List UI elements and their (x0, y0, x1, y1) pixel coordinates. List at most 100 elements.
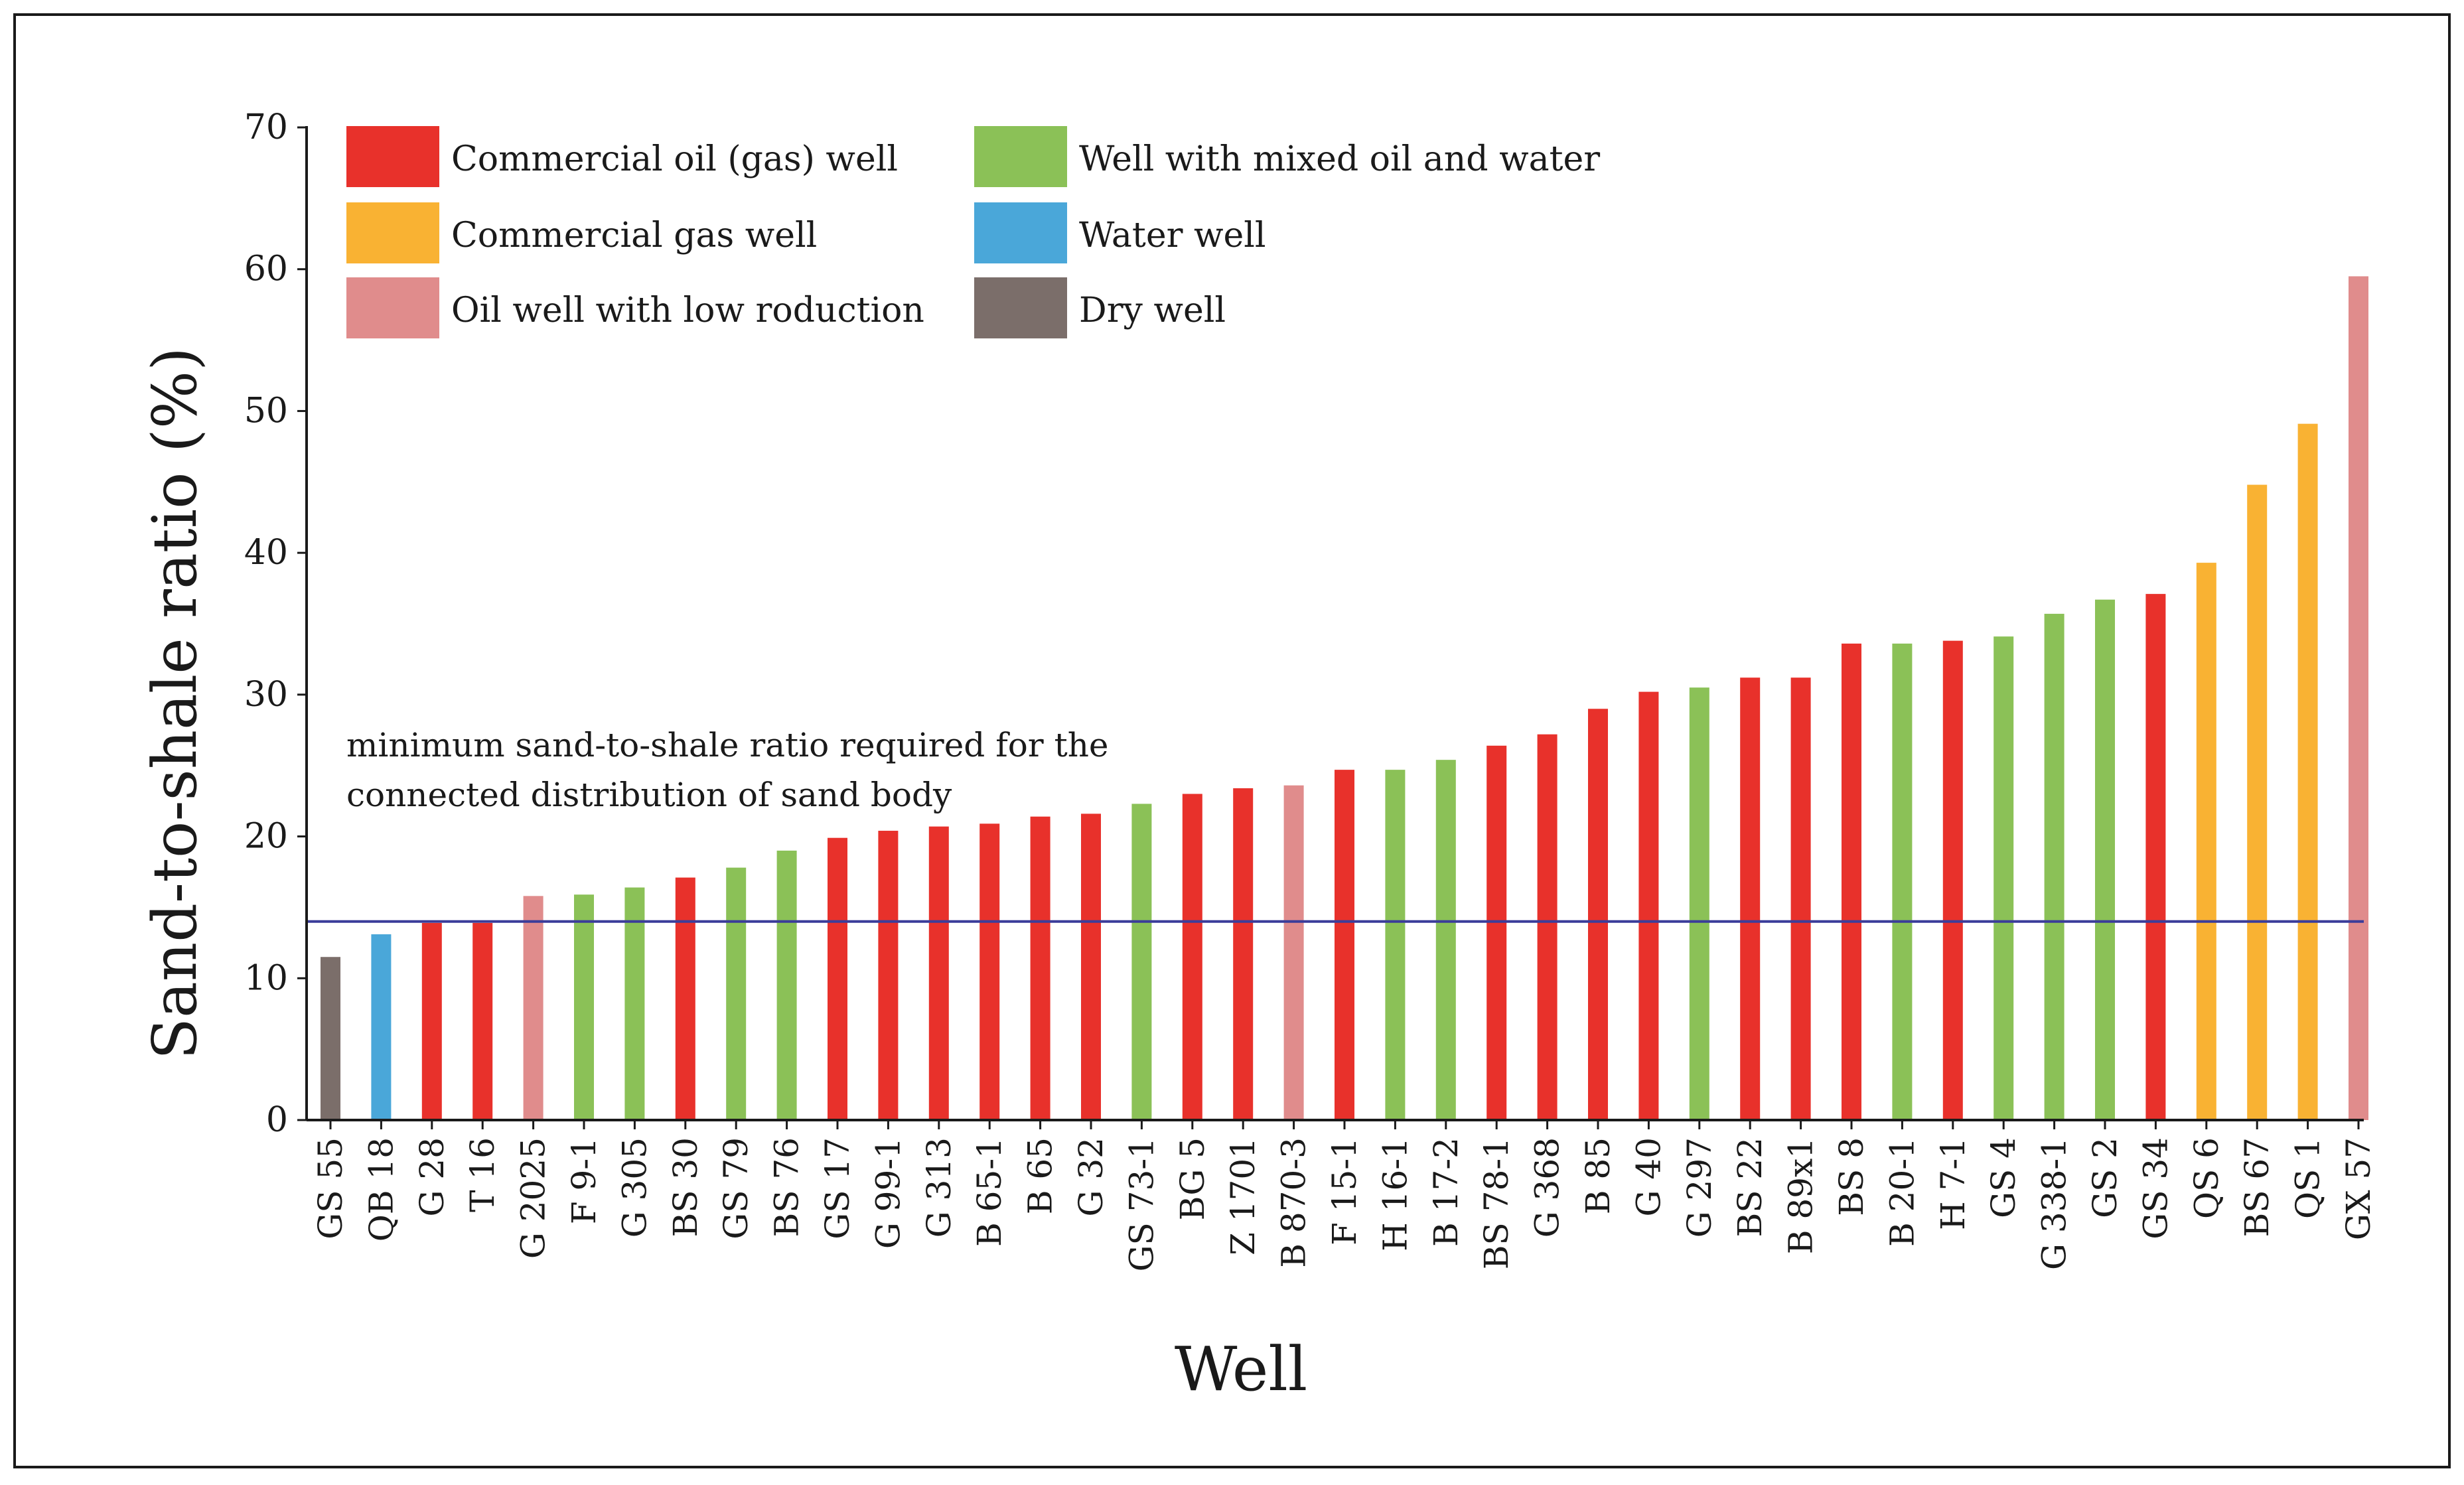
x-tick-label: GS 2 (2086, 1137, 2124, 1218)
x-tick-label: BS 67 (2238, 1137, 2276, 1238)
bar (776, 850, 797, 1120)
x-tick-label: Z 1701 (1224, 1137, 1262, 1255)
y-tick-label: 10 (244, 958, 288, 998)
bar (1283, 785, 1304, 1120)
x-tick-label: B 85 (1579, 1137, 1617, 1214)
x-tick-label: F 9-1 (565, 1137, 603, 1224)
x-tick-label: F 15-1 (1325, 1137, 1364, 1245)
x-tick-label: GX 57 (2339, 1137, 2378, 1240)
bar (2196, 563, 2216, 1120)
bar (371, 934, 392, 1120)
bar (421, 922, 442, 1120)
x-tick-label: GS 79 (717, 1137, 755, 1239)
legend-swatch (346, 202, 439, 263)
bar (2145, 594, 2166, 1120)
bar (2297, 423, 2318, 1120)
y-tick-label: 40 (244, 533, 288, 573)
bar (624, 887, 645, 1120)
bar (1842, 643, 1861, 1120)
bar (1892, 643, 1913, 1120)
bar (472, 922, 493, 1120)
bar (878, 831, 899, 1120)
bar (1740, 677, 1761, 1120)
x-tick-label: GS 17 (818, 1137, 857, 1239)
legend-label: Water well (1079, 216, 1266, 255)
bar (928, 826, 949, 1120)
bar (828, 837, 847, 1120)
x-tick-label: B 17-2 (1427, 1137, 1465, 1247)
bar (2349, 276, 2368, 1120)
bar (1182, 794, 1202, 1120)
y-tick-label: 20 (244, 817, 288, 857)
bar (1435, 760, 1456, 1120)
x-axis-title: Well (1175, 1334, 1307, 1405)
x-tick-label: BS 76 (768, 1137, 806, 1238)
x-tick-label: BS 8 (1832, 1137, 1871, 1216)
bar (1537, 734, 1558, 1120)
bar (1233, 788, 1254, 1120)
legend-label: Commercial oil (gas) well (451, 139, 898, 179)
x-tick-label: G 28 (413, 1137, 451, 1216)
bar (1638, 691, 1659, 1120)
x-tick-label: BS 22 (1731, 1137, 1769, 1238)
bar (726, 867, 747, 1120)
x-tick-label: G 313 (920, 1137, 958, 1238)
x-tick-label: GS 73-1 (1122, 1137, 1161, 1271)
x-tick-label: B 65-1 (970, 1137, 1009, 1247)
x-tick-label: G 32 (1072, 1137, 1110, 1216)
legend-swatch (346, 277, 439, 338)
bar (1081, 813, 1101, 1120)
x-tick-label: QB 18 (362, 1137, 400, 1241)
x-tick-label: G 338-1 (2035, 1137, 2074, 1270)
x-tick-label: G 2025 (514, 1137, 553, 1259)
y-tick-label: 0 (266, 1100, 288, 1140)
y-tick-label: 70 (244, 107, 288, 147)
y-tick-label: 60 (244, 249, 288, 289)
x-tick-label: G 368 (1528, 1137, 1567, 1238)
x-tick-label: QS 1 (2289, 1137, 2327, 1219)
bar (1486, 745, 1507, 1120)
legend-label: Well with mixed oil and water (1079, 139, 1600, 179)
bar (2247, 484, 2268, 1120)
x-tick-label: H 7-1 (1934, 1137, 1972, 1230)
legend-swatch (974, 202, 1067, 263)
bar (321, 957, 340, 1120)
x-tick-label: G 40 (1629, 1137, 1668, 1216)
legend-swatch (974, 126, 1067, 187)
bar (1588, 709, 1608, 1120)
legend-label: Commercial gas well (451, 216, 817, 255)
bar (574, 894, 594, 1120)
x-tick-label: B 20-1 (1883, 1137, 1921, 1247)
x-tick-label: GS 55 (311, 1137, 350, 1239)
x-tick-label: G 99-1 (869, 1137, 907, 1249)
bar (1689, 687, 1709, 1120)
bar (1335, 770, 1354, 1120)
x-tick-label: B 65 (1021, 1137, 1060, 1214)
bar (675, 877, 695, 1120)
y-tick-label: 50 (244, 391, 288, 431)
bar (1790, 677, 1811, 1120)
x-tick-label: GS 34 (2136, 1137, 2175, 1239)
bar (2095, 599, 2115, 1120)
bar (2044, 614, 2065, 1120)
x-tick-label: BS 78-1 (1477, 1137, 1516, 1269)
x-tick-label: QS 6 (2187, 1137, 2226, 1219)
x-tick-label: BS 30 (666, 1137, 705, 1238)
bar (523, 896, 544, 1120)
legend-label: Oil well with low roduction (451, 291, 924, 330)
bar (979, 823, 1000, 1120)
x-tick-label: G 305 (615, 1137, 654, 1238)
x-tick-label: G 297 (1680, 1137, 1719, 1238)
y-axis-title: Sand-to-shale ratio (%) (139, 347, 210, 1060)
bar (1942, 640, 1963, 1120)
y-tick-label: 30 (244, 675, 288, 715)
threshold-annotation-line2: connected distribution of sand body (346, 776, 952, 814)
bar (1385, 770, 1406, 1120)
x-tick-label: BG 5 (1173, 1137, 1212, 1220)
legend-swatch (346, 126, 439, 187)
threshold-annotation-line1: minimum sand-to-shale ratio required for… (346, 726, 1109, 764)
legend-label: Dry well (1079, 291, 1226, 330)
bar (1993, 636, 2014, 1120)
